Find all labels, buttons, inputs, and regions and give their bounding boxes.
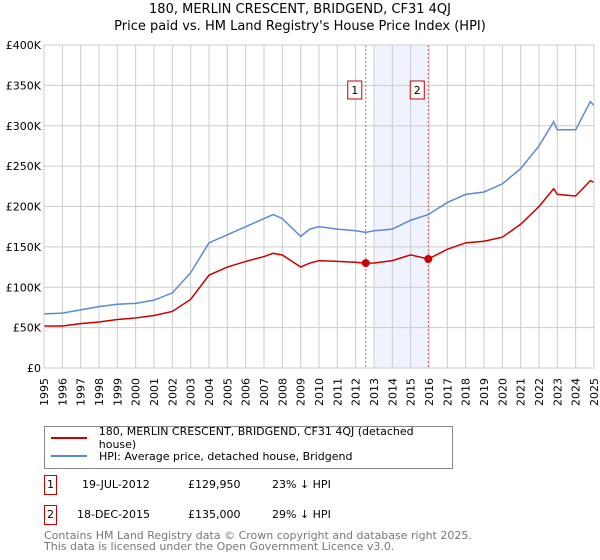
sale-badge: 1 (44, 475, 57, 495)
sale-date: 19-JUL-2012 (82, 478, 150, 491)
x-tick-label: 2001 (148, 378, 161, 406)
plot-border (43, 44, 595, 369)
x-tick-label: 2002 (166, 378, 179, 406)
x-tick-label: 2008 (276, 378, 289, 406)
y-tick-label: £350K (6, 79, 42, 92)
x-tick-label: 2009 (295, 378, 308, 406)
legend-label: HPI: Average price, detached house, Brid… (99, 449, 353, 463)
footer-copyright: Contains HM Land Registry data © Crown c… (44, 529, 472, 542)
x-tick-label: 2019 (478, 378, 491, 406)
x-tick-label: 1999 (111, 378, 124, 406)
sale-label: 1 (351, 84, 358, 97)
x-tick-label: 2021 (515, 378, 528, 406)
legend-swatch-blue (51, 455, 87, 457)
sale-label-box (347, 80, 363, 100)
sale-badge: 2 (44, 505, 57, 525)
sale-label-box (409, 80, 425, 100)
sale-point (424, 254, 433, 263)
x-tick-label: 2016 (423, 378, 436, 406)
x-tick-label: 2005 (221, 378, 234, 406)
sale-hpi-diff: 29% ↓ HPI (272, 508, 331, 521)
x-tick-label: 2014 (386, 378, 399, 406)
legend-item-hpi: HPI: Average price, detached house, Brid… (51, 448, 352, 464)
legend: 180, MERLIN CRESCENT, BRIDGEND, CF31 4QJ… (44, 425, 453, 469)
x-tick-label: 2007 (258, 378, 271, 406)
x-tick-label: 2015 (405, 378, 418, 406)
sale-point (361, 259, 370, 268)
x-tick-label: 2022 (533, 378, 546, 406)
x-tick-label: 2012 (350, 378, 363, 406)
y-tick-label: £400K (6, 39, 42, 52)
x-tick-label: 1997 (75, 378, 88, 406)
x-tick-label: 1996 (56, 378, 69, 406)
property-price-line (44, 179, 595, 327)
x-tick-label: 2023 (551, 378, 564, 406)
sale-price: £129,950 (188, 478, 241, 491)
y-tick-label: £50K (13, 322, 42, 335)
legend-label: 180, MERLIN CRESCENT, BRIDGEND, CF31 4QJ… (98, 425, 414, 451)
x-tick-label: 1995 (38, 378, 51, 406)
x-tick-label: 2020 (496, 378, 509, 406)
x-tick-label: 2004 (203, 378, 216, 406)
y-tick-label: £150K (6, 241, 42, 254)
x-tick-label: 2011 (331, 378, 344, 406)
y-tick-label: £200K (6, 201, 42, 214)
plot-area: 1995 1996 1997 1998 1999 2000 2001 2002 2003 2004… (6, 39, 600, 406)
sale-price: £135,000 (188, 508, 241, 521)
x-tick-label: 2025 (588, 378, 600, 406)
sale-label: 2 (414, 84, 421, 97)
x-tick-label: 2017 (441, 378, 454, 406)
footer: Contains HM Land Registry data © Crown c… (44, 530, 472, 552)
chart-title: 180, MERLIN CRESCENT, BRIDGEND, CF31 4QJ (149, 2, 451, 17)
x-tick-label: 2006 (240, 378, 253, 406)
footer-licence: This data is licensed under the Open Gov… (44, 540, 395, 553)
y-tick-label: £250K (6, 160, 42, 173)
sale-date: 18-DEC-2015 (77, 508, 151, 521)
y-tick-label: £300K (6, 120, 42, 133)
x-tick-label: 2013 (368, 378, 381, 406)
legend-item-property: 180, MERLIN CRESCENT, BRIDGEND, CF31 4QJ… (51, 425, 452, 451)
x-tick-label: 2010 (313, 378, 326, 406)
sale-hpi-diff: 23% ↓ HPI (272, 478, 331, 491)
x-tick-label: 2003 (185, 378, 198, 406)
x-tick-label: 2018 (460, 378, 473, 406)
x-tick-label: 2000 (130, 378, 143, 406)
chart-subtitle: Price paid vs. HM Land Registry's House … (114, 19, 486, 34)
x-tick-label: 2024 (570, 378, 583, 406)
y-tick-label: £0 (27, 362, 41, 375)
x-tick-label: 1998 (93, 378, 106, 406)
legend-swatch-red (51, 437, 87, 439)
hpi-line (43, 100, 595, 315)
y-tick-label: £100K (6, 281, 42, 294)
